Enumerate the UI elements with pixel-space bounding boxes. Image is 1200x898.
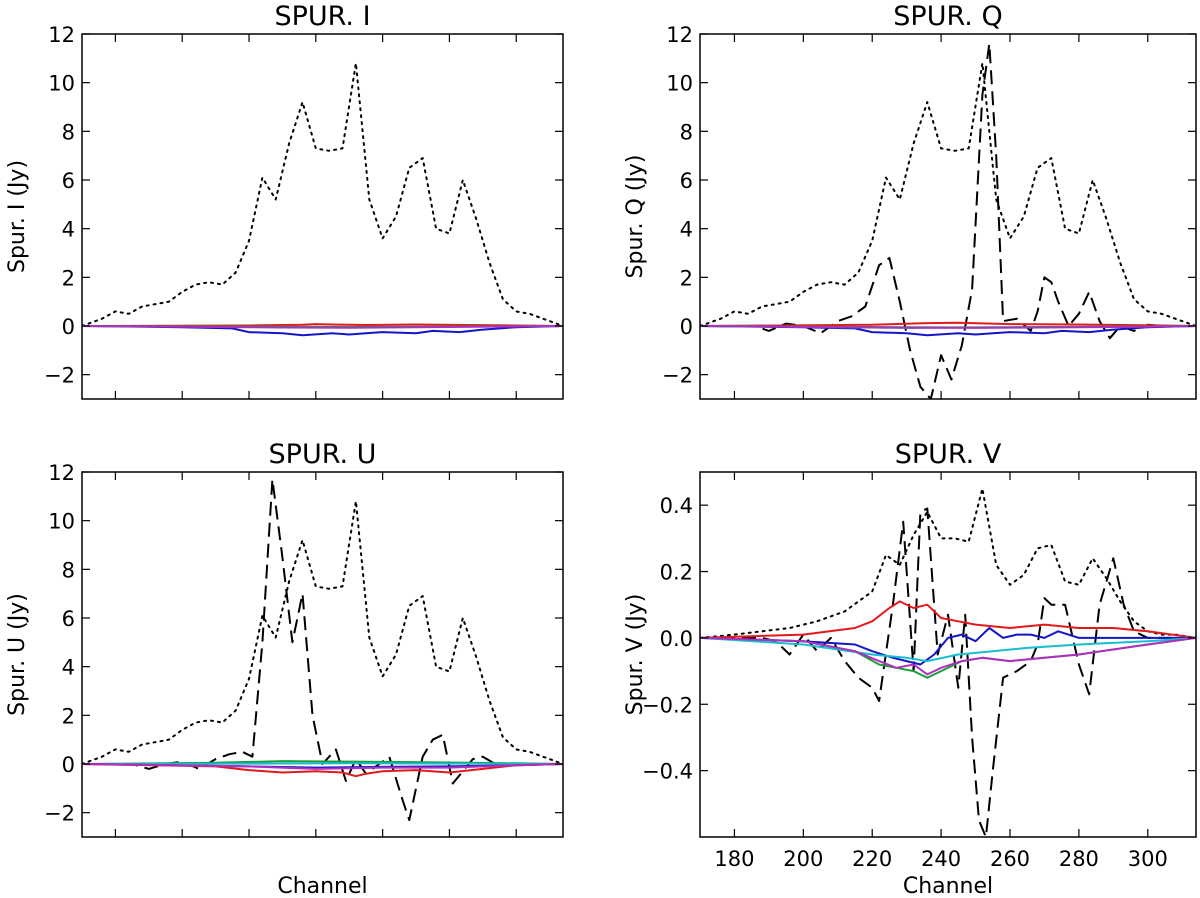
spur-q-ytick-label: 8 <box>680 120 693 144</box>
spur-v-ytick-label: 0.4 <box>660 494 693 518</box>
spur-i-series-group <box>82 62 563 337</box>
spur-u-ytick-label: 2 <box>62 704 75 728</box>
spur-u-chart: −2 0 2 4 6 8 10 12 SPUR. U Spur. U (Jy) Channel <box>5 439 564 898</box>
spur-i-ytick-label: 4 <box>62 218 75 242</box>
spur-i-series-solid-4 <box>82 325 563 329</box>
spur-u-series-dashed-1 <box>82 478 563 821</box>
spur-v-series-solid-2 <box>700 600 1196 639</box>
spur-v-series-group <box>700 487 1196 837</box>
spur-v-xtick-label: 300 <box>1128 847 1168 871</box>
spur-v-series-solid-5 <box>700 636 1196 679</box>
spur-i-ytick-label: 12 <box>48 23 75 47</box>
spur-v-ylabel: Spur. V (Jy) <box>623 594 648 716</box>
spur-u-series-solid-5 <box>82 763 563 778</box>
spur-i-ytick-label: 0 <box>62 315 75 339</box>
spur-q-ytick-label: 10 <box>666 72 693 96</box>
spur-i-ylabel: Spur. I (Jy) <box>5 160 30 273</box>
spur-u-ylabel: Spur. U (Jy) <box>5 593 30 716</box>
spur-i-axes-frame <box>81 33 564 400</box>
spur-i-ytick-label: 8 <box>62 120 75 144</box>
spur-v-xtick-label: 280 <box>1059 847 1099 871</box>
spur-v-xtick-label: 240 <box>921 847 961 871</box>
spur-u-ytick-label: 10 <box>48 510 75 534</box>
spur-q-series-solid-6 <box>700 325 1196 329</box>
spur-v-ytick-label: −0.4 <box>642 760 693 784</box>
spur-q-chart: −2 0 2 4 6 8 10 12 SPUR. Q Spur. Q (Jy) <box>623 1 1197 400</box>
spur-v-xtick-label: 260 <box>990 847 1030 871</box>
spur-v-series-solid-6 <box>700 636 1196 676</box>
spur-u-ytick-label: 6 <box>62 607 75 631</box>
spur-v-series-solid-4 <box>700 636 1196 663</box>
spur-v-xtick-label: 200 <box>783 847 823 871</box>
spur-v-series-dashed-1 <box>700 507 1196 837</box>
spur-u-series-solid-6 <box>82 763 563 770</box>
spur-v-xlabel: Channel <box>903 874 993 898</box>
spur-v-series-solid-3 <box>700 627 1196 666</box>
spur-q-title: SPUR. Q <box>893 1 1002 32</box>
spur-q-series-dotted-0 <box>700 62 1196 327</box>
spur-i-ytick-label: 6 <box>62 169 75 193</box>
spur-u-ytick-label: 0 <box>62 753 75 777</box>
spur-q-axes-frame <box>699 33 1197 400</box>
spur-u-axes-frame <box>81 471 564 838</box>
spur-i-series-solid-2 <box>82 323 563 327</box>
spur-i-series-dotted-0 <box>82 62 563 327</box>
spur-q-series-solid-2 <box>700 325 1196 337</box>
spur-q-ytick-label: −2 <box>662 364 693 388</box>
spur-u-series-group <box>82 478 563 821</box>
spur-u-ytick-label: 12 <box>48 461 75 485</box>
spur-u-ytick-label: −2 <box>44 802 75 826</box>
spur-q-ytick-label: 2 <box>680 266 693 290</box>
spur-v-chart: 180 200 220 240 260 280 300 −0.4 −0.2 0.0 0.2 0.4 SP… <box>623 439 1197 898</box>
spur-v-ytick-label: −0.2 <box>642 693 693 717</box>
spur-u-title: SPUR. U <box>269 439 377 470</box>
spur-q-ytick-label: 0 <box>680 315 693 339</box>
spur-i-title: SPUR. I <box>274 1 370 32</box>
spur-q-series-solid-3 <box>700 321 1196 327</box>
spur-u-ytick-label: 4 <box>62 656 75 680</box>
spur-i-ytick-label: 2 <box>62 266 75 290</box>
spur-i-ytick-label: 10 <box>48 72 75 96</box>
spur-u-series-solid-3 <box>82 762 563 765</box>
spur-v-ytick-label: 0.0 <box>660 627 693 651</box>
spur-i-ytick-label: −2 <box>44 364 75 388</box>
spur-v-title: SPUR. V <box>895 439 1002 470</box>
spur-u-ytick-label: 8 <box>62 558 75 582</box>
spur-q-ytick-label: 6 <box>680 169 693 193</box>
spur-v-xtick-label: 220 <box>852 847 892 871</box>
spur-i-chart: −2 0 2 4 6 8 10 12 SPUR. I Spur. I (Jy) <box>5 1 564 400</box>
spur-v-xtick-label: 180 <box>714 847 754 871</box>
spur-q-ytick-label: 4 <box>680 218 693 242</box>
spur-u-series-dotted-0 <box>82 500 563 765</box>
spur-v-series-dotted-0 <box>700 487 1196 639</box>
spur-i-series-solid-1 <box>82 325 563 337</box>
spur-v-axes-frame <box>699 471 1197 838</box>
spur-q-ytick-label: 12 <box>666 23 693 47</box>
spur-q-ylabel: Spur. Q (Jy) <box>623 155 648 279</box>
spur-q-series-group <box>700 42 1196 399</box>
spur-q-series-dashed-1 <box>700 42 1196 399</box>
spur-u-xlabel: Channel <box>277 874 367 898</box>
spur-v-ytick-label: 0.2 <box>660 561 693 585</box>
